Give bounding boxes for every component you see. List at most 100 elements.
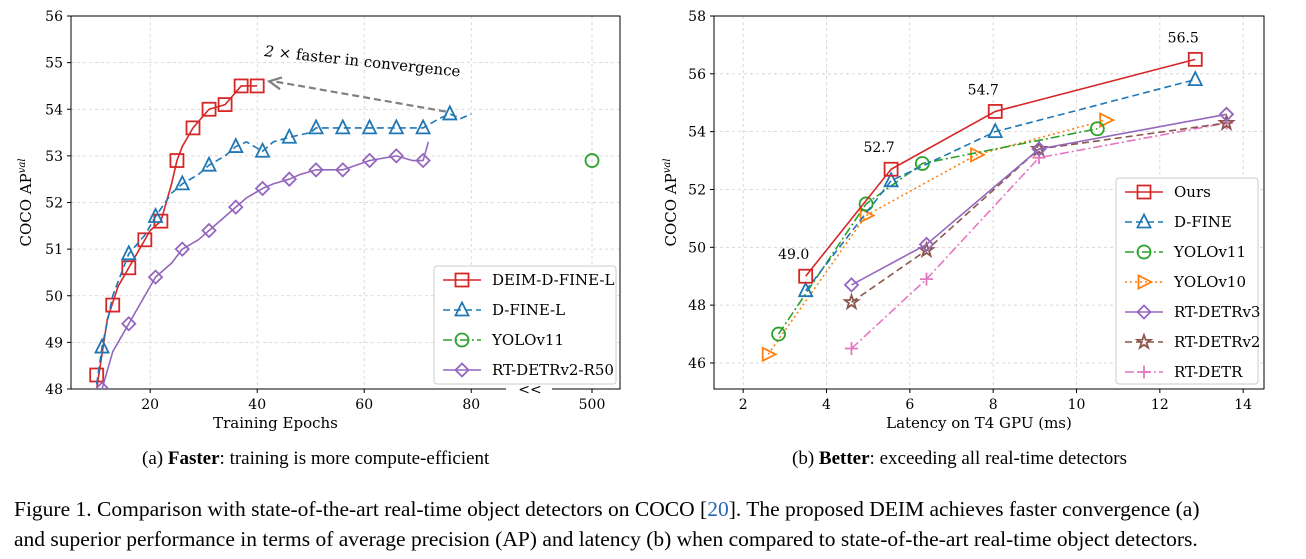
data-point-rt-detrv3: [918, 236, 935, 253]
legend-marker-yolov11: [454, 332, 470, 348]
legend-frame: [1115, 177, 1259, 385]
data-point-d-fine-l: [308, 118, 325, 135]
data-point-rt-detrv2-r50: [308, 162, 324, 178]
data-point-rt-detrv3: [843, 277, 860, 293]
data-point-rt-detrv2-r50: [388, 148, 405, 164]
citation-link[interactable]: 20: [707, 497, 729, 521]
chart-b-ytick-label: 56: [688, 67, 706, 83]
chart-a-ytick-label: 56: [45, 9, 63, 25]
data-label: 56.5: [1168, 30, 1199, 46]
chart-a-xlabel: Training Epochs: [213, 414, 338, 432]
legend-marker-d-fine: [1136, 212, 1152, 229]
legend-marker-rt-detrv2-r50: [454, 362, 470, 378]
chart-a-annotation-arrow: [275, 80, 447, 113]
legend-label-yolov10: YOLOv10: [1173, 273, 1246, 291]
data-point-ours: [1187, 51, 1203, 67]
legend-label-deim-d-fine-l: DEIM-D-FINE-L: [492, 271, 614, 289]
subcaption-b: (b) Better: exceeding all real-time dete…: [792, 448, 1127, 469]
chart-a-ytick-label: 53: [45, 149, 63, 165]
series-line-d-fine-l: [95, 113, 472, 385]
chart-b-ytick-label: 54: [688, 125, 706, 141]
legend-marker-yolov10: [1137, 274, 1154, 290]
figure-charts: <<20 40 60 80 500484950515253545556Training …: [17, 9, 1265, 432]
legend-label-ours: Ours: [1174, 183, 1211, 201]
data-point-rt-detrv2-r50: [201, 222, 217, 239]
legend-marker-ours: [1136, 184, 1152, 200]
data-point-rt-detrv2-r50: [361, 152, 378, 169]
legend: DEIM-D-FINE-L D-FINE-L YOLOv11 RT-DETRv2-R5…: [433, 265, 617, 385]
chart-b-xtick-label: 4: [822, 397, 831, 413]
data-point-rt-detrv2-r50: [335, 162, 351, 178]
chart-a-ylabel-main: COCO AP: [17, 173, 35, 246]
legend-label-d-fine: D-FINE: [1174, 213, 1232, 231]
data-point-yolov10: [761, 346, 778, 363]
chart-a: << 20 40 60 80 500 48 49 50 51 52 53 54 55 56 Training …: [17, 9, 621, 432]
data-point-d-fine-l: [441, 104, 458, 121]
data-point-d-fine: [1187, 70, 1204, 87]
data-point-deim-d-fine-l: [121, 260, 137, 276]
legend-frame: [433, 265, 617, 385]
legend-marker-rt-detr: [1137, 365, 1151, 379]
data-point-rt-detrv3: [1218, 106, 1235, 123]
chart-a-ytick-label: 54: [45, 102, 63, 118]
chart-a-annotation-times: ×: [273, 43, 292, 63]
data-point-yolov10: [1099, 112, 1116, 129]
data-point-rt-detrv2-r50: [94, 381, 110, 389]
chart-b-xtick-label: 10: [1068, 397, 1086, 413]
legend-marker-d-fine-l: [454, 300, 470, 317]
chart-b-ylabel: COCO APval: [662, 158, 680, 246]
data-point-rt-detrv2-r50: [415, 152, 431, 169]
data-label: 49.0: [778, 247, 809, 263]
chart-a-axis-break-gap: [506, 386, 552, 392]
chart-a-ytick-label: 51: [45, 242, 63, 258]
chart-a-annotation-text: 2 × faster in convergence: [263, 42, 462, 81]
data-point-rt-detrv2-r50: [228, 199, 244, 215]
data-point-d-fine-l: [174, 174, 191, 191]
data-point-yolov11: [1089, 121, 1105, 137]
series-line-yolov11: [777, 127, 1098, 335]
chart-a-ytick-label: 55: [45, 56, 63, 72]
data-point-rt-detrv2: [917, 240, 936, 259]
data-point-rt-detrv2-r50: [174, 241, 191, 257]
figure-caption-line-1: Figure 1. Comparison with state-of-the-a…: [14, 497, 1200, 521]
chart-a-xtick-label: 80: [462, 397, 480, 413]
data-point-d-fine-l: [94, 337, 110, 354]
legend-marker-rt-detrv2: [1134, 332, 1154, 350]
chart-b-xlabel: Latency on T4 GPU (ms): [886, 414, 1072, 432]
data-point-yolov11: [584, 153, 600, 168]
legend-label-rt-detrv3: RT-DETRv3: [1174, 303, 1260, 321]
chart-a-xtick-label: 20: [141, 397, 159, 413]
figure-caption-line-2: and superior performance in terms of ave…: [14, 527, 1198, 551]
data-point-yolov11: [858, 196, 874, 212]
chart-b-ylabel-sup: val: [662, 158, 673, 173]
data-point-deim-d-fine-l: [169, 153, 185, 168]
series-line-deim-d-fine-l: [95, 85, 258, 389]
data-point-d-fine-l: [201, 155, 218, 172]
data-point-d-fine-l: [361, 118, 378, 135]
legend-label-yolov11: YOLOv11: [1173, 243, 1246, 261]
data-point-rt-detrv2-r50: [121, 315, 137, 332]
chart-b-xtick-label: 8: [989, 397, 998, 413]
chart-a-ylabel-sup: val: [17, 158, 28, 173]
chart-a-ytick-label: 49: [45, 335, 63, 351]
chart-a-ytick-label: 50: [45, 289, 63, 305]
legend-label-rt-detrv2-r50: RT-DETRv2-R50: [492, 361, 614, 379]
chart-b-ytick-label: 48: [688, 298, 706, 314]
data-point-ours: [798, 268, 814, 284]
legend-marker-yolov11: [1136, 244, 1152, 260]
chart-a-xtick-label: 500: [579, 397, 606, 413]
chart-a-xtick-label: 40: [248, 397, 266, 413]
data-point-deim-d-fine-l: [217, 97, 233, 112]
chart-a-annotation-arrowhead: [266, 76, 283, 91]
data-point-rt-detr: [845, 342, 858, 356]
data-point-ours: [987, 104, 1003, 119]
data-point-deim-d-fine-l: [249, 78, 265, 94]
data-point-deim-d-fine-l: [185, 120, 201, 136]
data-point-d-fine-l: [388, 118, 405, 135]
legend-marker-deim-d-fine-l: [454, 272, 470, 288]
data-point-deim-d-fine-l: [201, 101, 217, 117]
chart-a-ytick-label: 52: [45, 196, 63, 212]
data-point-rt-detrv2: [842, 292, 861, 311]
chart-a-ylabel: COCO APval: [17, 158, 35, 246]
data-point-d-fine-l: [281, 127, 298, 144]
